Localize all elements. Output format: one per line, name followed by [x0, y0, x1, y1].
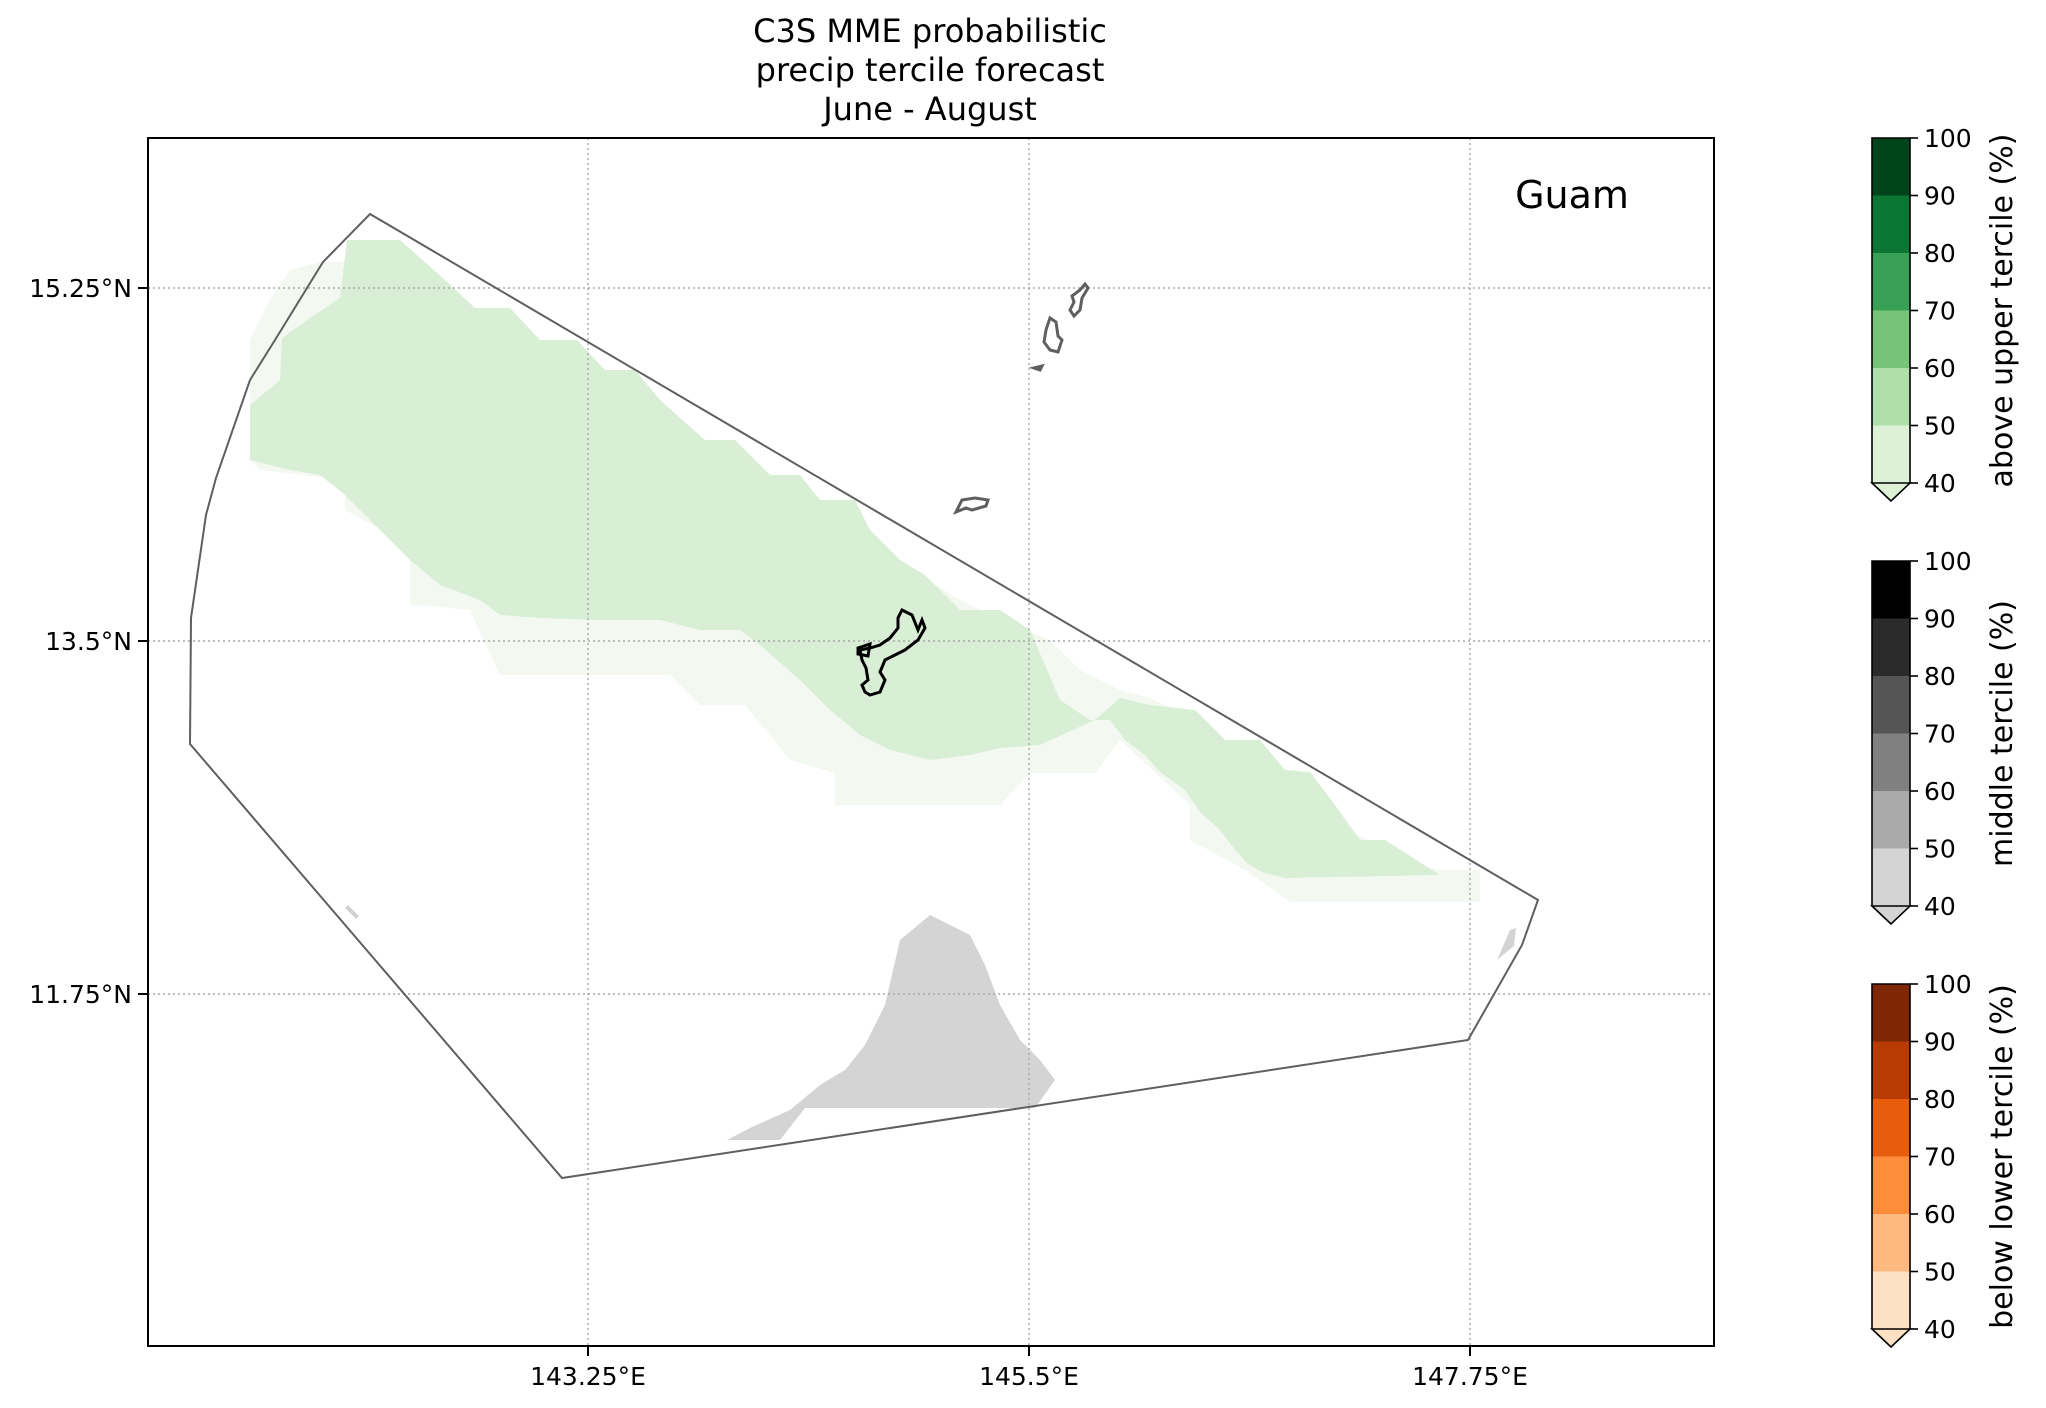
colorbar-tick-label: 40	[1924, 469, 1956, 498]
tinian-island-outline	[1042, 315, 1064, 354]
colorbar-segment	[1872, 253, 1910, 311]
colorbar-tick-label: 100	[1924, 970, 1972, 999]
colorbar-segment	[1872, 618, 1910, 677]
lat-tick-label: 15.25°N	[29, 274, 132, 303]
colorbar-tick-label: 40	[1924, 892, 1956, 921]
colorbar-segment	[1872, 425, 1910, 484]
colorbar-segment	[1872, 984, 1910, 1042]
map-frame	[147, 137, 1715, 1347]
colorbar-tick-label: 50	[1924, 835, 1956, 864]
colorbar-segment	[1872, 1156, 1910, 1215]
colorbar-tick-label: 80	[1924, 662, 1956, 691]
lat-tick-label: 13.5°N	[45, 627, 132, 656]
colorbar-tick-label: 90	[1924, 182, 1956, 211]
colorbar-segment	[1872, 1214, 1910, 1272]
lon-tick-label: 143.25°E	[530, 1362, 646, 1391]
above-upper-colorbar: 100 90 80 70 60 50 40 above upper tercile (%)	[1869, 124, 2020, 503]
colorbar-segment	[1872, 368, 1910, 426]
saipan-island-outline	[1068, 281, 1090, 319]
middle-colorbar: 100 90 80 70 60 50 40 middle tercile (%)	[1869, 547, 2020, 926]
colorbar-extend-triangle	[1869, 482, 1913, 503]
colorbar-tick-label: 40	[1924, 1315, 1956, 1344]
rota-island-outline	[952, 496, 990, 515]
aguijan-islet-outline	[1028, 363, 1045, 372]
colorbar-tick-label: 50	[1924, 412, 1956, 441]
colorbar-tick-label: 60	[1924, 1200, 1956, 1229]
colorbar-tick-label: 100	[1924, 124, 1972, 153]
lat-tick-label: 11.75°N	[29, 980, 132, 1009]
eez-boundary-outline	[188, 212, 1540, 1180]
lon-axis: 143.25°E 145.5°E 147.75°E	[530, 1346, 1528, 1391]
colorbar-label: above upper tercile (%)	[1985, 134, 2020, 488]
map-panel: Guam 143.25°E 145.5°E 147.75°E 15.25°N 1…	[29, 137, 1715, 1391]
colorbar-tick-label: 70	[1924, 297, 1956, 326]
colorbar-extend-triangle	[1869, 1328, 1913, 1349]
colorbar-segment	[1872, 1041, 1910, 1100]
colorbar-segment	[1872, 848, 1910, 907]
lat-axis: 15.25°N 13.5°N 11.75°N	[29, 274, 148, 1009]
colorbar-tick-label: 90	[1924, 1028, 1956, 1057]
region-label: Guam	[1515, 173, 1629, 217]
colorbar-tick-label: 90	[1924, 605, 1956, 634]
colorbar-segment	[1872, 195, 1910, 254]
colorbar-segment	[1872, 310, 1910, 369]
colorbar-label: below lower tercile (%)	[1985, 984, 2020, 1329]
colorbar-tick-label: 70	[1924, 720, 1956, 749]
colorbar-segment	[1872, 1271, 1910, 1330]
colorbar-extend-triangle	[1869, 905, 1913, 926]
lon-tick-label: 147.75°E	[1412, 1362, 1528, 1391]
colorbar-label: middle tercile (%)	[1985, 600, 2020, 867]
middle-tercile-speck-east	[1497, 928, 1516, 960]
guam-reef-outline	[856, 641, 872, 658]
colorbar-segment	[1872, 676, 1910, 734]
above-tercile-40-50-region	[250, 240, 1440, 878]
colorbar-tick-label: 80	[1924, 239, 1956, 268]
guam-island-outline	[858, 607, 927, 697]
colorbar-segment	[1872, 1099, 1910, 1157]
colorbar-segment	[1872, 138, 1910, 196]
colorbar-tick-label: 100	[1924, 547, 1972, 576]
colorbar-tick-label: 60	[1924, 777, 1956, 806]
colorbar-segment	[1872, 733, 1910, 792]
colorbar-tick-label: 50	[1924, 1258, 1956, 1287]
lon-tick-label: 145.5°E	[979, 1362, 1079, 1391]
colorbar-segment	[1872, 561, 1910, 619]
title-line-2: precip tercile forecast	[756, 51, 1105, 89]
middle-tercile-speck-west	[345, 905, 359, 919]
middle-tercile-40-50-region	[727, 915, 1055, 1140]
title-line-3: June - August	[821, 90, 1037, 128]
title-line-1: C3S MME probabilistic	[753, 12, 1107, 50]
colorbar-tick-label: 60	[1924, 354, 1956, 383]
colorbar-tick-label: 70	[1924, 1143, 1956, 1172]
colorbar-segment	[1872, 791, 1910, 849]
colorbar-tick-label: 80	[1924, 1085, 1956, 1114]
below-lower-colorbar: 100 90 80 70 60 50 40 below lower tercile (%)	[1869, 970, 2020, 1349]
gridlines	[148, 138, 1714, 1346]
